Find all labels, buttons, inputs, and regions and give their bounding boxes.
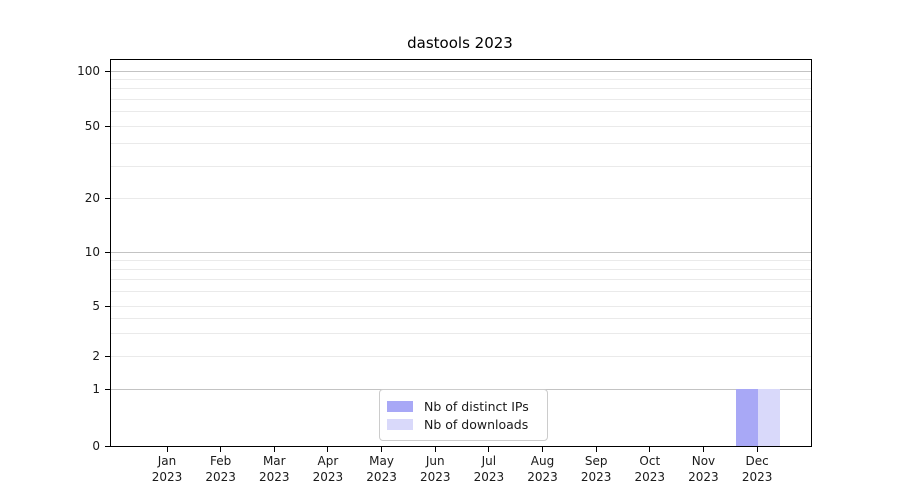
- x-tick-month-may: May: [369, 454, 394, 468]
- y-tick-50: [105, 125, 111, 127]
- x-tick-month-feb: Feb: [210, 454, 232, 468]
- x-tick-label-apr: Apr 2023: [296, 453, 360, 485]
- x-tick-month-sep: Sep: [584, 454, 608, 468]
- x-tick-year-may: 2023: [366, 470, 397, 484]
- x-tick-year-oct: 2023: [634, 470, 666, 484]
- legend-item-1: Nb of downloads: [387, 416, 539, 432]
- x-tick-may: [381, 446, 383, 452]
- gridline-major-10: [111, 251, 811, 253]
- gridline-minor-4: [111, 317, 811, 319]
- chart-title: dastools 2023: [407, 34, 513, 52]
- x-tick-oct: [649, 446, 651, 452]
- y-tick-label-20: 20: [84, 191, 100, 205]
- gridline-minor-90: [111, 78, 811, 80]
- x-tick-month-jul: Jul: [481, 454, 497, 468]
- x-tick-month-apr: Apr: [317, 454, 339, 468]
- gridline-minor-3: [111, 333, 811, 335]
- x-tick-aug: [542, 446, 543, 452]
- gridline-minor-8: [111, 268, 811, 270]
- y-tick-5: [105, 305, 111, 307]
- y-tick-label-50: 50: [84, 119, 100, 133]
- legend: Nb of distinct IPs Nb of downloads: [379, 389, 548, 441]
- gridline-minor-7: [111, 279, 811, 281]
- x-tick-jun: [434, 446, 436, 452]
- gridline-minor-50: [111, 125, 811, 127]
- gridline-minor-80: [111, 88, 811, 90]
- gridline-minor-60: [111, 111, 811, 113]
- x-tick-year-jan: 2023: [151, 470, 183, 484]
- y-tick-20: [105, 197, 111, 199]
- x-tick-label-mar: Mar 2023: [242, 453, 306, 485]
- x-tick-mar: [273, 446, 275, 452]
- gridline-minor-2: [111, 355, 811, 357]
- y-tick-0: [105, 445, 111, 447]
- y-tick-1: [105, 388, 111, 390]
- x-tick-jan: [166, 446, 168, 452]
- x-tick-year-mar: 2023: [259, 470, 290, 484]
- x-tick-year-sep: 2023: [580, 470, 612, 484]
- x-tick-label-aug: Aug 2023: [511, 453, 575, 485]
- y-tick-2: [105, 355, 111, 357]
- x-tick-year-nov: 2023: [688, 470, 719, 484]
- x-tick-label-jan: Jan 2023: [135, 453, 199, 485]
- legend-item-0: Nb of distinct IPs: [387, 398, 539, 414]
- gridline-minor-20: [111, 197, 811, 199]
- x-tick-apr: [327, 446, 329, 452]
- x-tick-label-jun: Jun 2023: [403, 453, 467, 485]
- x-tick-nov: [702, 446, 704, 452]
- gridline-minor-30: [111, 165, 811, 167]
- x-tick-label-sep: Sep 2023: [564, 453, 628, 485]
- x-tick-label-may: May 2023: [350, 453, 414, 485]
- legend-label-0: Nb of distinct IPs: [424, 398, 529, 414]
- x-tick-label-feb: Feb 2023: [189, 453, 253, 485]
- x-tick-sep: [595, 446, 597, 452]
- x-tick-year-jun: 2023: [419, 470, 451, 484]
- x-tick-label-dec: Dec 2023: [725, 453, 789, 485]
- x-tick-label-jul: Jul 2023: [457, 453, 521, 485]
- x-tick-year-feb: 2023: [205, 470, 236, 484]
- x-tick-month-jan: Jan: [157, 454, 177, 468]
- x-tick-month-aug: Aug: [530, 454, 555, 468]
- legend-label-1: Nb of downloads: [424, 416, 529, 432]
- y-tick-label-2: 2: [92, 349, 100, 363]
- x-tick-label-nov: Nov 2023: [671, 453, 735, 485]
- gridline-minor-40: [111, 143, 811, 145]
- x-tick-month-oct: Oct: [639, 454, 661, 468]
- bar-nb-of-downloads-dec: [758, 389, 781, 446]
- gridline-minor-70: [111, 98, 811, 100]
- plot-area: [110, 59, 812, 447]
- gridline-minor-6: [111, 291, 811, 293]
- y-tick-label-1: 1: [92, 382, 100, 396]
- gridline-minor-5: [111, 305, 811, 307]
- x-tick-label-oct: Oct 2023: [618, 453, 682, 485]
- x-tick-month-mar: Mar: [262, 454, 286, 468]
- x-tick-year-apr: 2023: [312, 470, 344, 484]
- legend-swatch-1: [387, 418, 413, 430]
- x-tick-year-aug: 2023: [527, 470, 558, 484]
- y-tick-label-5: 5: [92, 299, 100, 313]
- y-tick-label-100: 100: [77, 64, 100, 78]
- gridline-minor-9: [111, 259, 811, 261]
- y-tick-100: [105, 70, 111, 72]
- y-tick-10: [105, 251, 111, 253]
- x-tick-dec: [756, 446, 758, 452]
- x-tick-jul: [488, 446, 490, 452]
- y-tick-label-0: 0: [92, 439, 100, 453]
- gridline-major-100: [111, 70, 811, 72]
- x-tick-month-jun: Jun: [425, 454, 445, 468]
- x-tick-year-jul: 2023: [473, 470, 505, 484]
- x-tick-month-dec: Dec: [745, 454, 769, 468]
- y-tick-label-10: 10: [84, 245, 100, 259]
- x-tick-month-nov: Nov: [691, 454, 716, 468]
- legend-swatch-0: [387, 400, 413, 412]
- x-tick-year-dec: 2023: [741, 470, 773, 484]
- x-tick-feb: [220, 446, 222, 452]
- bar-nb-of-distinct-ips-dec: [735, 389, 759, 446]
